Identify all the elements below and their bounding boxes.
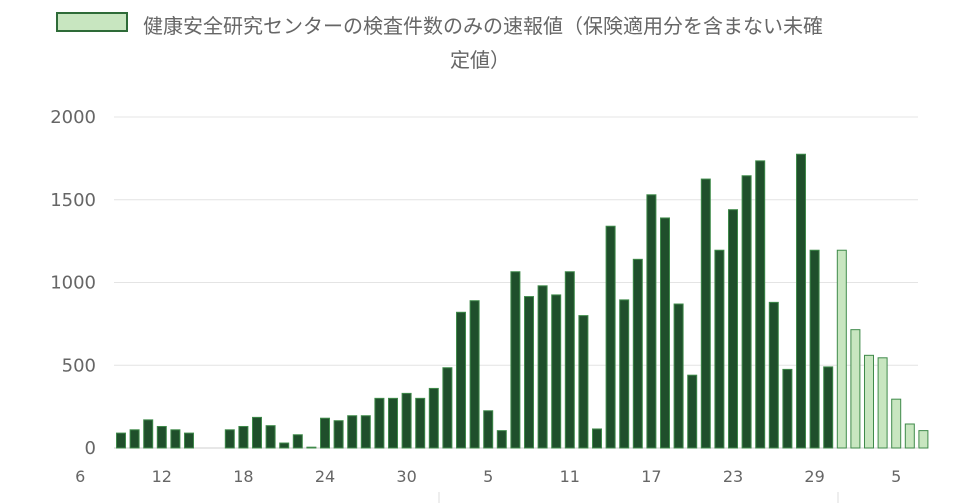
bar-confirmed[interactable] xyxy=(374,397,385,449)
bar-confirmed[interactable] xyxy=(143,419,154,449)
x-tick-label: 12 xyxy=(152,467,172,486)
bar-confirmed[interactable] xyxy=(510,271,521,449)
bar-confirmed[interactable] xyxy=(524,296,534,449)
bar-confirmed[interactable] xyxy=(483,410,494,449)
x-tick-label: 11 xyxy=(560,467,580,486)
bar-confirmed[interactable] xyxy=(156,425,167,449)
bar-preliminary[interactable] xyxy=(877,357,888,449)
bar-confirmed[interactable] xyxy=(347,415,358,449)
bar-confirmed[interactable] xyxy=(809,249,820,449)
bar-confirmed[interactable] xyxy=(496,430,507,449)
bar-confirmed[interactable] xyxy=(401,392,412,449)
x-tick-label: 6 xyxy=(75,467,85,486)
x-tick-label: 17 xyxy=(641,467,661,486)
x-tick-label: 29 xyxy=(804,467,824,486)
x-tick-label: 5 xyxy=(891,467,901,486)
bar-preliminary[interactable] xyxy=(918,430,929,449)
bar-confirmed[interactable] xyxy=(306,446,317,449)
bar-confirmed[interactable] xyxy=(741,175,752,449)
y-tick-label: 500 xyxy=(62,355,96,376)
bar-confirmed[interactable] xyxy=(469,300,480,449)
bar-confirmed[interactable] xyxy=(184,432,194,449)
x-tick-label: 18 xyxy=(233,467,253,486)
bar-preliminary[interactable] xyxy=(891,398,902,449)
bar-confirmed[interactable] xyxy=(551,294,562,449)
bar-confirmed[interactable] xyxy=(578,315,589,449)
bar-preliminary[interactable] xyxy=(850,329,861,449)
bar-confirmed[interactable] xyxy=(728,209,738,449)
bar-confirmed[interactable] xyxy=(714,249,725,449)
bar-confirmed[interactable] xyxy=(768,301,779,449)
bar-confirmed[interactable] xyxy=(592,428,602,449)
bar-confirmed[interactable] xyxy=(823,366,834,449)
bars xyxy=(116,153,929,449)
bar-preliminary[interactable] xyxy=(904,423,915,449)
chart-legend[interactable]: 健康安全研究センターの検査件数のみの速報値（保険適用分を含まない未確 定値） xyxy=(0,0,960,80)
y-tick-label: 1500 xyxy=(50,190,96,211)
bar-confirmed[interactable] xyxy=(619,299,630,449)
y-tick-label: 1000 xyxy=(50,273,96,294)
bar-confirmed[interactable] xyxy=(660,217,670,449)
bar-confirmed[interactable] xyxy=(320,417,330,449)
bar-confirmed[interactable] xyxy=(116,432,126,449)
bar-confirmed[interactable] xyxy=(292,434,303,449)
y-tick-label: 0 xyxy=(85,438,96,459)
x-tick-label: 23 xyxy=(723,467,743,486)
bar-confirmed[interactable] xyxy=(129,429,140,449)
bar-confirmed[interactable] xyxy=(415,397,426,449)
bar-confirmed[interactable] xyxy=(605,225,616,449)
bar-confirmed[interactable] xyxy=(252,416,262,449)
bar-preliminary[interactable] xyxy=(836,249,847,449)
bar-confirmed[interactable] xyxy=(428,387,439,449)
bar-confirmed[interactable] xyxy=(388,397,398,449)
bar-confirmed[interactable] xyxy=(564,271,575,449)
bar-confirmed[interactable] xyxy=(537,285,548,449)
bar-confirmed[interactable] xyxy=(224,429,235,449)
y-axis-ticks: 0 500 1000 1500 2000 xyxy=(50,107,96,459)
bar-confirmed[interactable] xyxy=(700,178,711,449)
bar-confirmed[interactable] xyxy=(687,374,698,449)
bar-confirmed[interactable] xyxy=(238,425,249,449)
bar-confirmed[interactable] xyxy=(632,258,643,449)
legend-swatch[interactable] xyxy=(56,12,128,32)
bar-confirmed[interactable] xyxy=(265,425,276,449)
x-tick-label: 30 xyxy=(396,467,416,486)
bar-confirmed[interactable] xyxy=(456,311,466,449)
bar-confirmed[interactable] xyxy=(782,368,793,449)
bar-confirmed[interactable] xyxy=(333,420,344,449)
bar-preliminary[interactable] xyxy=(864,354,874,449)
x-tick-label: 5 xyxy=(483,467,493,486)
bar-confirmed[interactable] xyxy=(796,153,806,449)
legend-label-line2: 定値） xyxy=(450,48,510,72)
bar-confirmed[interactable] xyxy=(279,442,290,449)
bar-confirmed[interactable] xyxy=(646,194,657,449)
bar-confirmed[interactable] xyxy=(360,415,371,449)
bar-confirmed[interactable] xyxy=(170,429,181,449)
x-tick-label: 24 xyxy=(315,467,335,486)
x-axis-ticks: 6 12 18 24 30 5 11 17 23 29 5 xyxy=(75,467,901,503)
bar-confirmed[interactable] xyxy=(755,160,766,449)
legend-label-line1: 健康安全研究センターの検査件数のみの速報値（保険適用分を含まない未確 xyxy=(143,14,823,38)
bar-confirmed[interactable] xyxy=(673,303,684,449)
bar-confirmed[interactable] xyxy=(442,367,453,449)
y-tick-label: 2000 xyxy=(50,107,96,128)
